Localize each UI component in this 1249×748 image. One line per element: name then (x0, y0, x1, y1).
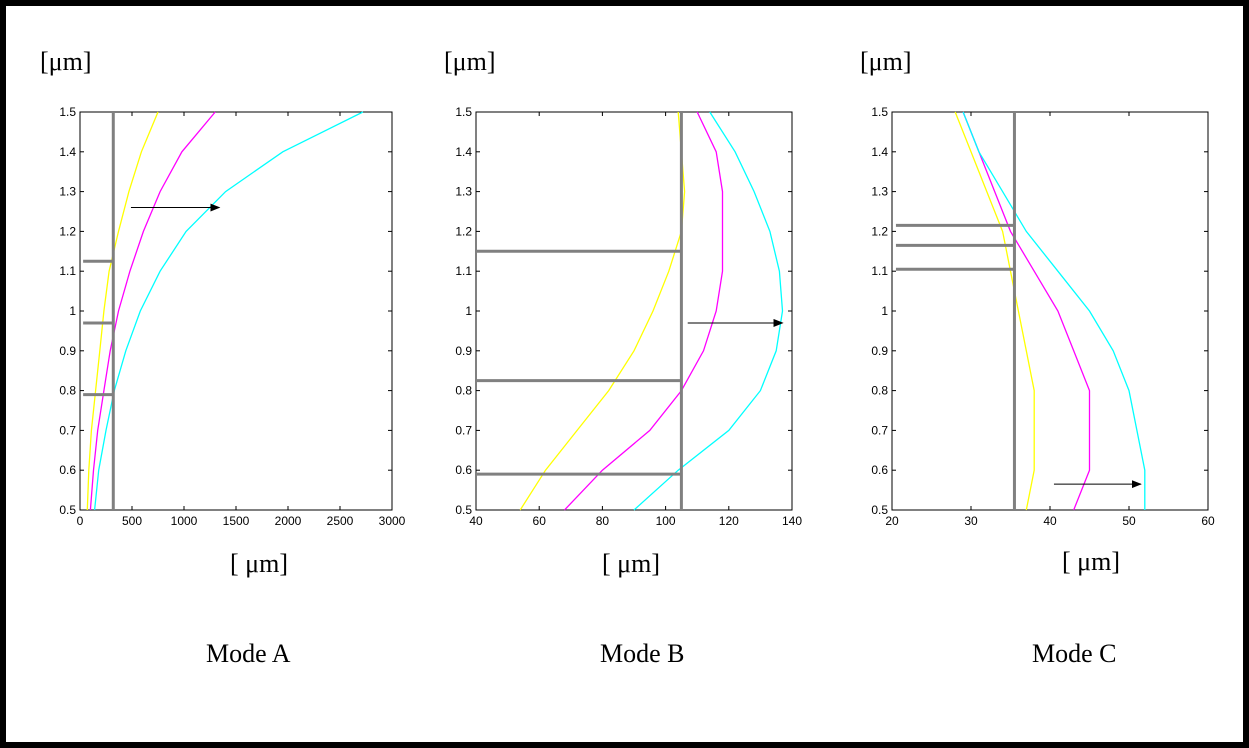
y-tick-label: 1.1 (871, 264, 888, 278)
y-tick-label: 0.8 (871, 384, 888, 398)
x-tick-label: 140 (782, 514, 802, 528)
x-tick-label: 500 (122, 514, 142, 528)
y-tick-label: 0.9 (59, 344, 76, 358)
panel-a-ylabel: [μm] (40, 47, 91, 76)
y-tick-label: 1.4 (455, 145, 472, 159)
x-tick-label: 100 (656, 514, 676, 528)
panel-b-ylabel: [μm] (444, 47, 495, 76)
x-tick-label: 0 (77, 514, 84, 528)
y-tick-label: 0.7 (871, 423, 888, 437)
y-tick-label: 0.6 (871, 463, 888, 477)
x-tick-label: 80 (596, 514, 610, 528)
panel-b-caption: Mode B (600, 639, 685, 668)
panel-b-xlabel: [ μm] (602, 549, 660, 578)
y-tick-label: 1.2 (871, 224, 888, 238)
y-tick-label: 1.2 (59, 224, 76, 238)
x-tick-label: 20 (885, 514, 899, 528)
x-tick-label: 40 (469, 514, 483, 528)
x-tick-label: 60 (533, 514, 547, 528)
y-tick-label: 0.7 (59, 423, 76, 437)
x-tick-label: 3000 (379, 514, 406, 528)
panel-c-ylabel: [μm] (860, 47, 911, 76)
y-tick-label: 0.9 (455, 344, 472, 358)
y-tick-label: 0.9 (871, 344, 888, 358)
x-tick-label: 120 (719, 514, 739, 528)
panel-c-xlabel: [ μm] (1062, 547, 1120, 576)
y-tick-label: 1 (465, 304, 472, 318)
y-tick-label: 1.1 (59, 264, 76, 278)
y-tick-label: 1.3 (871, 185, 888, 199)
y-tick-label: 1.5 (455, 105, 472, 119)
y-tick-label: 1 (881, 304, 888, 318)
panel-a-caption: Mode A (206, 639, 291, 668)
y-tick-label: 0.6 (455, 463, 472, 477)
figure-border (3, 3, 1246, 745)
y-tick-label: 1.3 (455, 185, 472, 199)
y-tick-label: 0.8 (59, 384, 76, 398)
x-tick-label: 1500 (223, 514, 250, 528)
y-tick-label: 1.1 (455, 264, 472, 278)
y-tick-label: 0.5 (59, 503, 76, 517)
x-tick-label: 1000 (171, 514, 198, 528)
y-tick-label: 0.8 (455, 384, 472, 398)
y-tick-label: 0.7 (455, 423, 472, 437)
x-tick-label: 30 (964, 514, 978, 528)
panel-c-caption: Mode C (1032, 639, 1117, 668)
x-tick-label: 2000 (275, 514, 302, 528)
panel-a-xlabel: [ μm] (230, 549, 288, 578)
x-tick-label: 40 (1043, 514, 1057, 528)
y-tick-label: 1 (69, 304, 76, 318)
y-tick-label: 1.5 (59, 105, 76, 119)
y-tick-label: 1.4 (59, 145, 76, 159)
x-tick-label: 50 (1122, 514, 1136, 528)
y-tick-label: 1.5 (871, 105, 888, 119)
y-tick-label: 0.6 (59, 463, 76, 477)
y-tick-label: 1.4 (871, 145, 888, 159)
y-tick-label: 1.2 (455, 224, 472, 238)
y-tick-label: 1.3 (59, 185, 76, 199)
x-tick-label: 2500 (327, 514, 354, 528)
x-tick-label: 60 (1201, 514, 1215, 528)
